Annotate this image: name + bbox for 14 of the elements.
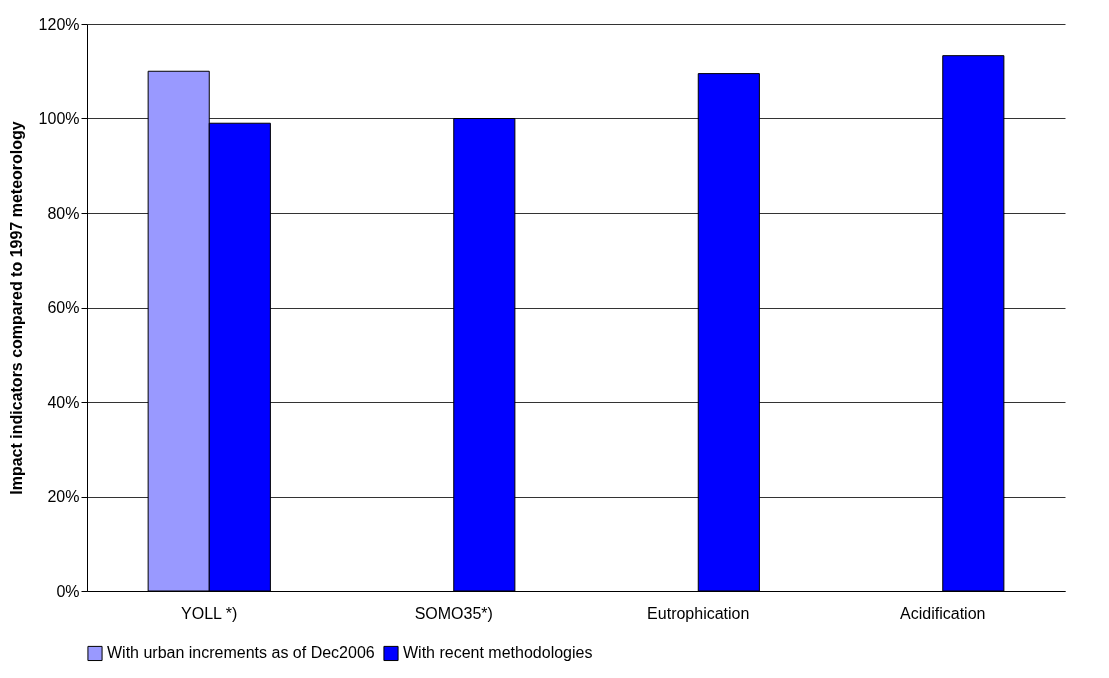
legend-label: With recent methodologies [403,644,593,662]
y-tick-label: 20% [47,488,80,505]
x-tick-label: YOLL *) [181,604,238,622]
y-tick-label: 0% [56,582,80,600]
x-tick-label: Acidification [900,604,986,622]
x-tick-label: Eutrophication [647,604,750,622]
y-tick-label: 80% [47,204,80,222]
y-tick-label: 60% [47,299,80,316]
y-tick-label: 40% [47,393,80,411]
x-tick-label: SOMO35*) [414,604,493,622]
y-axis-title: Impact indicators compared to 1997 meteorology [7,121,25,495]
legend-label: With urban increments as of Dec2006 [107,644,375,662]
y-tick-label: 120% [38,15,80,33]
y-tick-label: 100% [38,110,80,127]
